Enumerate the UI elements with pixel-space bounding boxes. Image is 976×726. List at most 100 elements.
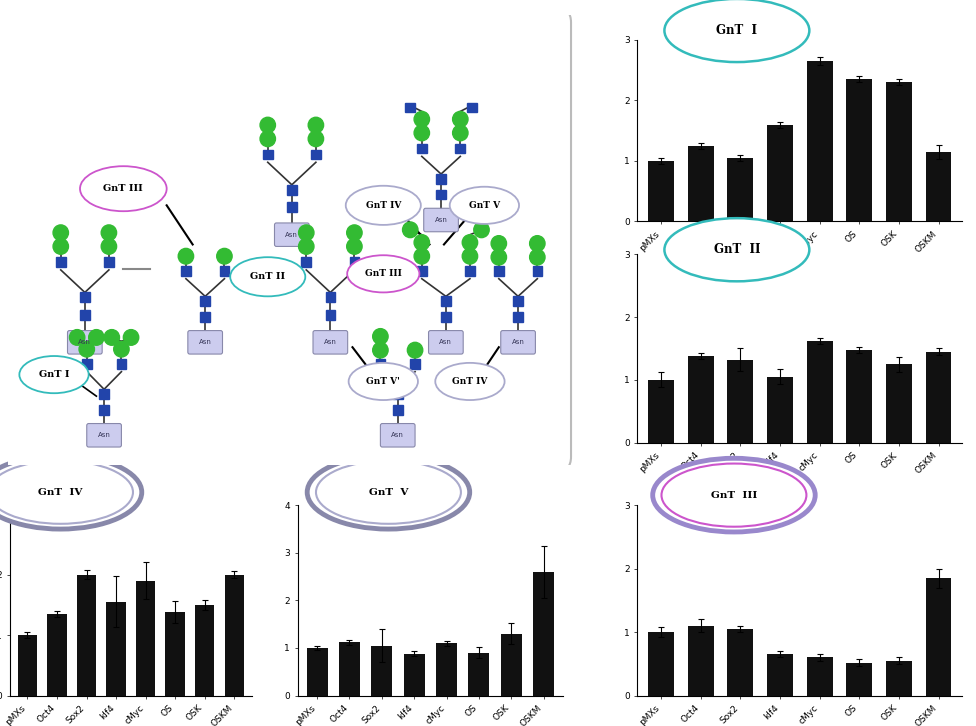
Bar bbox=[77, 574, 96, 696]
Circle shape bbox=[53, 239, 68, 254]
Text: GnT II: GnT II bbox=[250, 272, 285, 281]
Text: GnT IV: GnT IV bbox=[366, 201, 401, 210]
Ellipse shape bbox=[450, 187, 519, 224]
Bar bbox=[166, 612, 184, 696]
Circle shape bbox=[346, 225, 362, 240]
Bar bbox=[513, 296, 523, 306]
Bar bbox=[224, 574, 244, 696]
Bar bbox=[441, 312, 451, 322]
Bar bbox=[287, 203, 297, 212]
Bar bbox=[513, 312, 523, 322]
Bar bbox=[311, 150, 321, 159]
Circle shape bbox=[260, 118, 275, 133]
Bar bbox=[200, 312, 210, 322]
Circle shape bbox=[102, 225, 116, 240]
Bar bbox=[925, 152, 952, 221]
Bar bbox=[886, 661, 912, 696]
Bar bbox=[302, 257, 311, 267]
Bar bbox=[727, 629, 753, 696]
Ellipse shape bbox=[20, 356, 89, 393]
Bar bbox=[82, 359, 92, 369]
Bar bbox=[846, 350, 873, 443]
Bar bbox=[116, 359, 126, 369]
Bar bbox=[326, 310, 335, 320]
Bar bbox=[886, 82, 912, 221]
Text: Asn: Asn bbox=[434, 217, 447, 223]
Text: Asn: Asn bbox=[285, 232, 299, 237]
Bar bbox=[195, 605, 214, 696]
Bar bbox=[339, 643, 360, 696]
Bar bbox=[393, 389, 402, 399]
Bar bbox=[405, 102, 415, 113]
Ellipse shape bbox=[316, 460, 461, 524]
Bar bbox=[104, 257, 114, 267]
Bar bbox=[417, 266, 427, 276]
Bar bbox=[48, 613, 66, 696]
FancyBboxPatch shape bbox=[501, 330, 536, 354]
Bar bbox=[807, 61, 833, 221]
FancyBboxPatch shape bbox=[424, 208, 459, 232]
Bar bbox=[136, 581, 155, 696]
Circle shape bbox=[123, 330, 139, 346]
Bar bbox=[326, 293, 335, 302]
Bar bbox=[846, 79, 873, 221]
Circle shape bbox=[308, 131, 324, 147]
FancyBboxPatch shape bbox=[428, 330, 464, 354]
FancyBboxPatch shape bbox=[381, 423, 415, 447]
Bar bbox=[436, 174, 446, 184]
FancyBboxPatch shape bbox=[1, 8, 571, 471]
Bar bbox=[100, 405, 109, 415]
Circle shape bbox=[308, 118, 324, 133]
Bar bbox=[80, 310, 90, 320]
Ellipse shape bbox=[665, 218, 809, 282]
Bar bbox=[100, 389, 109, 399]
Bar bbox=[106, 602, 126, 696]
Bar bbox=[648, 380, 674, 443]
Circle shape bbox=[179, 248, 193, 264]
Bar bbox=[501, 634, 522, 696]
Text: Asn: Asn bbox=[199, 339, 212, 346]
Bar bbox=[727, 360, 753, 443]
Bar bbox=[306, 648, 328, 696]
Bar bbox=[688, 626, 713, 696]
Text: Asn: Asn bbox=[391, 432, 404, 439]
Ellipse shape bbox=[0, 455, 142, 529]
Text: GnT  III: GnT III bbox=[711, 491, 757, 499]
Bar bbox=[925, 351, 952, 443]
Circle shape bbox=[530, 236, 545, 251]
Bar bbox=[56, 257, 65, 267]
Bar bbox=[456, 144, 466, 153]
Circle shape bbox=[89, 330, 104, 346]
Text: GnT  IV: GnT IV bbox=[38, 488, 83, 497]
Circle shape bbox=[299, 239, 314, 254]
Circle shape bbox=[463, 234, 477, 250]
Bar bbox=[417, 144, 427, 153]
Bar bbox=[349, 257, 359, 267]
Circle shape bbox=[346, 239, 362, 254]
Ellipse shape bbox=[230, 257, 305, 296]
Ellipse shape bbox=[346, 186, 421, 225]
Circle shape bbox=[414, 248, 429, 264]
Ellipse shape bbox=[662, 463, 806, 527]
Circle shape bbox=[53, 225, 68, 240]
Bar bbox=[393, 405, 402, 415]
Bar bbox=[410, 359, 420, 369]
Circle shape bbox=[104, 330, 119, 346]
Bar bbox=[807, 658, 833, 696]
Circle shape bbox=[102, 239, 116, 254]
Text: GnT  I: GnT I bbox=[716, 24, 757, 37]
Text: Asn: Asn bbox=[98, 432, 110, 439]
FancyBboxPatch shape bbox=[313, 330, 347, 354]
Circle shape bbox=[414, 234, 429, 250]
Ellipse shape bbox=[307, 455, 469, 529]
Text: GnT  II: GnT II bbox=[713, 243, 760, 256]
Circle shape bbox=[402, 222, 418, 237]
Bar bbox=[287, 185, 297, 195]
Bar bbox=[648, 161, 674, 221]
Bar bbox=[466, 266, 474, 276]
Text: Asn: Asn bbox=[78, 339, 92, 346]
Ellipse shape bbox=[80, 166, 167, 211]
Circle shape bbox=[530, 249, 545, 265]
Bar bbox=[767, 377, 793, 443]
Bar bbox=[182, 266, 190, 276]
